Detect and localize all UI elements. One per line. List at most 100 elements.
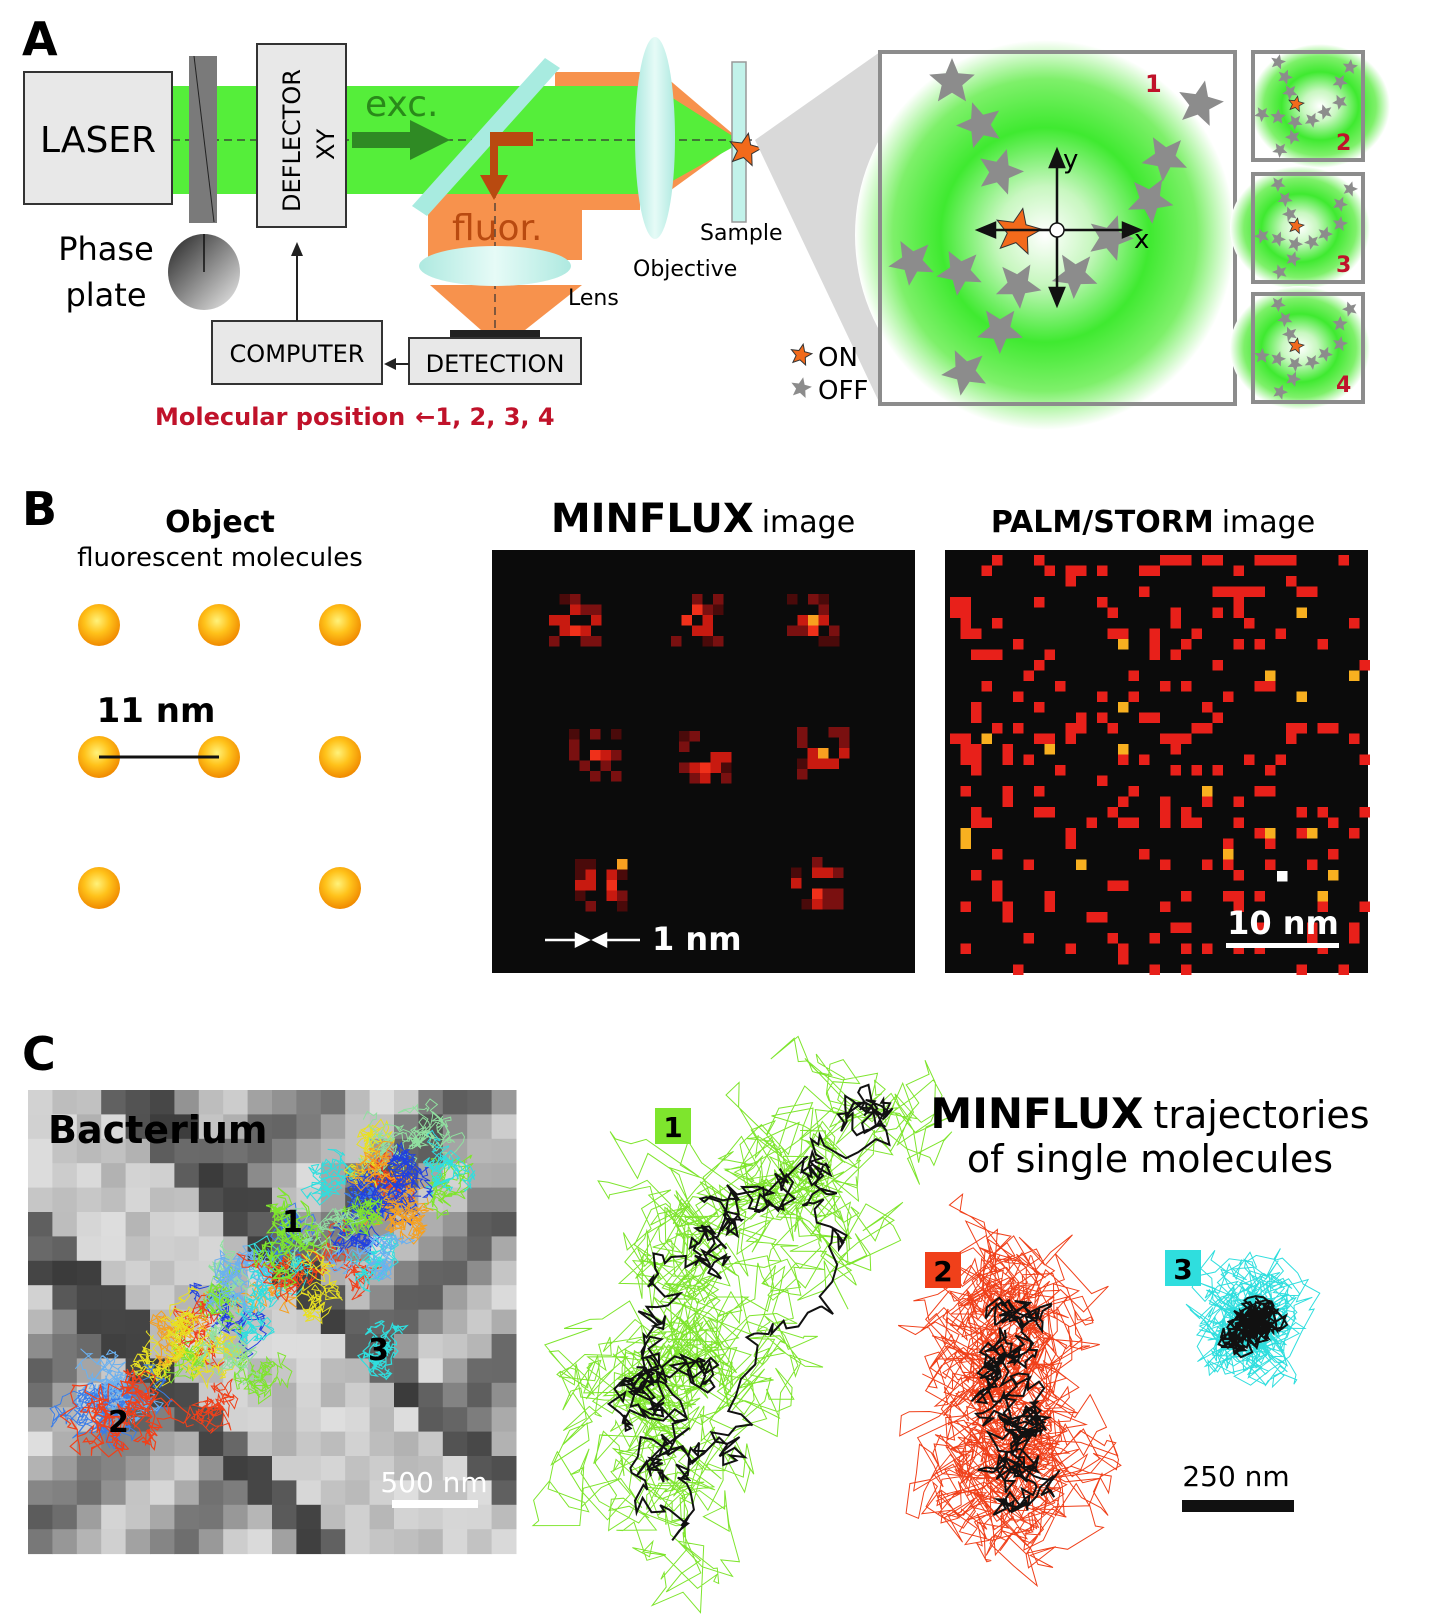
bacterium-pixel	[369, 1285, 395, 1311]
bacterium-pixel	[223, 1529, 249, 1555]
palm-pixel	[981, 733, 992, 744]
palm-pixel	[1118, 628, 1129, 639]
objective-label: Objective	[633, 257, 737, 282]
bacterium-pixel	[52, 1260, 78, 1286]
palm-pixel	[1244, 754, 1255, 765]
bacterium-pixel	[125, 1212, 151, 1237]
off-star-icon	[1277, 192, 1293, 207]
bacterium-pixel	[198, 1187, 224, 1213]
bacterium-pixel	[76, 1236, 102, 1262]
palm-pixel	[1086, 817, 1097, 828]
palm-pixel	[1296, 828, 1307, 839]
minflux-pixel	[713, 636, 724, 647]
trajectory-3	[357, 1320, 409, 1381]
palm-pixel	[1233, 639, 1244, 650]
bacterium-pixel	[28, 1114, 53, 1140]
bacterium-pixel	[28, 1163, 53, 1189]
palm-pixel	[1118, 744, 1129, 755]
bacterium-pixel	[198, 1163, 224, 1189]
molecule-dot	[319, 604, 361, 646]
trajectory-3-black	[1217, 1295, 1289, 1359]
bacterium-pixel	[491, 1480, 517, 1506]
panel-label-b: B	[22, 482, 57, 536]
donut-excitation	[1230, 166, 1370, 290]
bacterium-pixel	[174, 1456, 200, 1481]
palm-pixel	[1107, 723, 1118, 734]
palm-pixel	[960, 838, 971, 849]
bacterium-pixel	[467, 1138, 493, 1164]
bacterium-pixel	[198, 1529, 224, 1555]
inset-3: 3	[1230, 166, 1370, 290]
bacterium-pixel	[174, 1504, 200, 1530]
palm-pixel	[960, 943, 971, 954]
palm-pixel	[1212, 555, 1223, 566]
minflux-pixel	[833, 899, 844, 910]
bacterium-pixel	[491, 1236, 517, 1262]
bacterium-pixel	[418, 1358, 444, 1384]
palm-pixel	[1118, 754, 1129, 765]
minflux-pixel	[617, 869, 628, 880]
bacterium-pixel	[28, 1285, 53, 1311]
sample-label: Sample	[700, 221, 783, 246]
detection-box	[408, 337, 582, 385]
off-star-icon	[1128, 179, 1174, 224]
minflux-pixel	[692, 625, 703, 636]
palm-pixel	[992, 649, 1003, 660]
trajectory	[236, 1252, 328, 1303]
bacterium-pixel	[150, 1138, 175, 1164]
minflux-pixel	[818, 615, 829, 626]
off-star-icon	[1287, 115, 1303, 130]
palm-pixel	[1097, 712, 1108, 723]
palm-storm-image	[945, 550, 1368, 973]
palm-pixel	[1076, 712, 1087, 723]
minflux-pixel	[710, 752, 721, 763]
minflux-pixel	[569, 739, 580, 750]
palm-pixel	[1023, 670, 1034, 681]
bacterium-pixel	[198, 1456, 224, 1481]
minflux-pixel	[585, 901, 596, 912]
minflux-pixel	[839, 737, 850, 748]
bacterium-pixel	[247, 1138, 273, 1164]
minflux-image-title: MINFLUX image	[551, 496, 855, 542]
molecule-dot	[198, 604, 240, 646]
bacterium-pixel	[418, 1456, 444, 1481]
palm-pixel	[1160, 681, 1171, 692]
bacterium-pixel	[491, 1114, 517, 1140]
palm-pixel	[1223, 849, 1234, 860]
bacterium-pixel	[467, 1309, 493, 1335]
palm-pixel	[1286, 555, 1297, 566]
bacterium-pixel	[28, 1431, 53, 1457]
bacterium-pixel	[491, 1456, 517, 1481]
palm-pixel	[1191, 723, 1202, 734]
palm-pixel	[1328, 849, 1339, 860]
minflux-pixel	[559, 625, 570, 636]
bacterium-pixel	[125, 1309, 151, 1335]
palm-pixel	[1233, 796, 1244, 807]
palm-pixel	[1107, 933, 1118, 944]
palm-pixel	[1349, 922, 1360, 933]
bacterium-pixel	[442, 1456, 468, 1481]
bacterium-pixel	[394, 1285, 419, 1311]
axis-x-label: x	[1134, 225, 1149, 255]
bacterium-pixel	[52, 1285, 78, 1311]
palm-pixel	[1212, 712, 1223, 723]
palm-pixel	[1181, 733, 1192, 744]
bacterium-pixel	[442, 1090, 468, 1115]
bacterium-pixel	[467, 1260, 493, 1286]
bacterium-pixel	[491, 1187, 517, 1213]
palm-pixel	[1034, 786, 1045, 797]
bacterium-pixel	[174, 1529, 200, 1555]
palm-pixel	[1118, 943, 1129, 954]
phase-plate-element	[189, 56, 217, 223]
bacterium-pixel	[272, 1431, 297, 1457]
bacterium-pixel	[150, 1431, 175, 1457]
palm-scale-label: 10 nm	[1227, 904, 1339, 942]
palm-pixel	[1065, 733, 1076, 744]
bacterium-pixel	[101, 1114, 127, 1140]
minflux-pixel	[791, 867, 802, 878]
off-star-icon	[956, 102, 1000, 148]
bacterium-pixel	[101, 1212, 127, 1237]
palm-pixel	[1118, 702, 1129, 713]
minflux-pixel	[833, 867, 844, 878]
palm-pixel	[1338, 964, 1349, 975]
